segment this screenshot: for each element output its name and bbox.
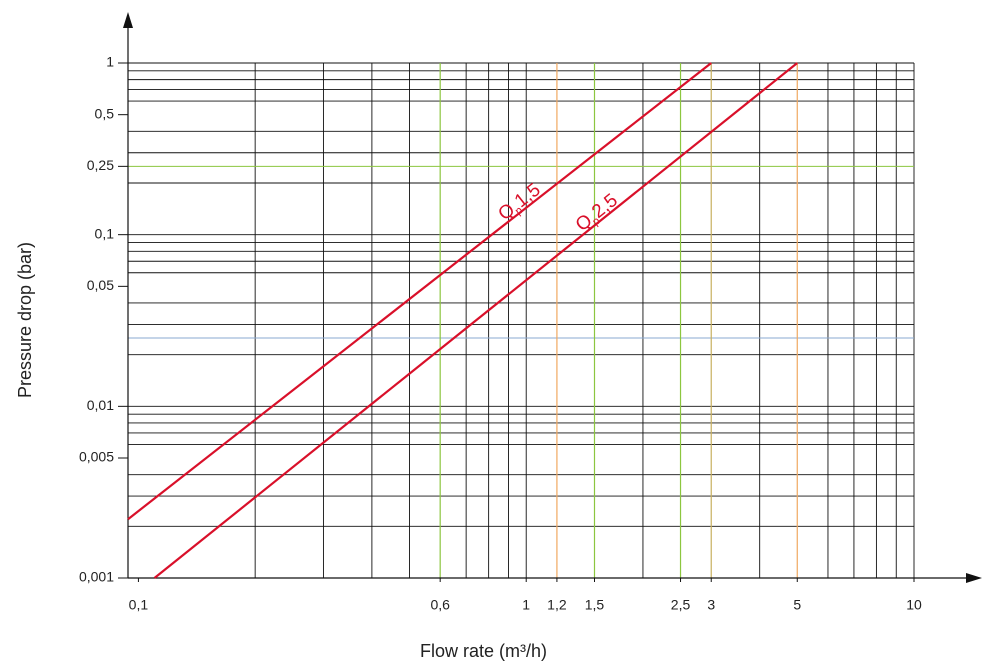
x-tick-label: 10 xyxy=(906,597,922,613)
y-tick-label: 0,5 xyxy=(95,105,115,121)
x-tick-label: 1 xyxy=(522,597,530,613)
series-label: Qp1,5 xyxy=(495,179,546,226)
data-line xyxy=(127,62,712,521)
y-axis-label: Pressure drop (bar) xyxy=(15,242,35,398)
x-tick-label: 0,1 xyxy=(129,597,149,613)
x-tick-label: 0,6 xyxy=(430,597,450,613)
y-tick-label: 0,25 xyxy=(87,157,114,173)
x-tick-label: 1,2 xyxy=(547,597,567,613)
x-axis-label: Flow rate (m³/h) xyxy=(420,641,547,661)
series-label: Qp2,5 xyxy=(572,190,623,237)
y-tick-label: 0,1 xyxy=(95,225,115,241)
x-tick-label: 2,5 xyxy=(671,597,691,613)
y-tick-label: 0,05 xyxy=(87,277,114,293)
y-tick-label: 1 xyxy=(106,54,114,70)
y-axis-arrow xyxy=(123,12,133,28)
x-axis-arrow xyxy=(966,573,982,583)
x-tick-label: 3 xyxy=(707,597,715,613)
data-line xyxy=(153,62,798,579)
y-tick-label: 0,001 xyxy=(79,569,114,585)
x-tick-label: 1,5 xyxy=(585,597,605,613)
y-tick-label: 0,005 xyxy=(79,449,114,465)
y-tick-label: 0,01 xyxy=(87,397,114,413)
x-tick-label: 5 xyxy=(793,597,801,613)
